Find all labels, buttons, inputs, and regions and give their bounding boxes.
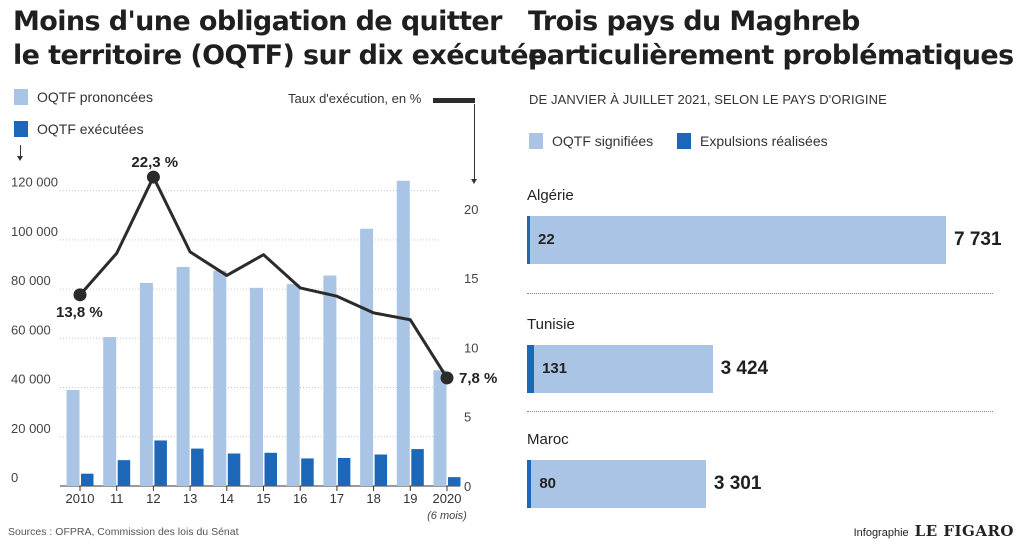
bar-pronounced: [396, 180, 410, 486]
legend-pronounced-swatch: [14, 89, 28, 105]
bar-notified: [527, 460, 706, 508]
legend-rate-label: Taux d'exécution, en %: [288, 91, 422, 106]
bar-executed: [301, 458, 314, 486]
credit-paper: LE FIGARO: [914, 522, 1014, 540]
x-tick-label: 2020: [433, 491, 462, 506]
credit: Infographie LE FIGARO: [854, 522, 1014, 540]
y-tick-label: 20 000: [11, 421, 51, 436]
x-tick-label: 12: [146, 491, 160, 506]
left-title-line1: Moins d'une obligation de quitter: [13, 6, 502, 37]
bar-executed: [374, 454, 388, 486]
x-tick-note: (6 mois): [427, 510, 467, 522]
bar-pronounced: [139, 282, 153, 486]
bar-pronounced: [103, 337, 117, 486]
country-label: Maroc: [527, 431, 569, 448]
y-tick-label: 120 000: [11, 175, 58, 190]
legend-expelled: Expulsions réalisées: [677, 133, 828, 149]
bar-executed: [81, 473, 94, 486]
notified-value: 3 301: [713, 473, 762, 494]
separator-1: [527, 293, 993, 294]
bar-notified: [527, 216, 946, 264]
source-note: Sources : OFPRA, Commission des lois du …: [8, 526, 239, 538]
bar-executed: [411, 449, 424, 486]
x-tick-label: 13: [183, 491, 197, 506]
bar-pronounced: [286, 284, 300, 486]
bar-pronounced: [66, 390, 80, 486]
bar-executed: [448, 477, 461, 486]
country-label: Algérie: [527, 187, 574, 204]
legend-rate-swatch: [433, 98, 475, 103]
bar-pronounced: [433, 370, 447, 486]
notified-value: 7 731: [954, 229, 1002, 250]
x-tick-label: 16: [293, 491, 307, 506]
rate-label: 22,3 %: [131, 154, 178, 171]
y-tick-label: 0: [11, 470, 18, 485]
x-tick-label: 2010: [66, 491, 95, 506]
bar-pronounced: [213, 270, 227, 486]
bar-executed: [337, 457, 351, 486]
y2-tick-label: 0: [464, 479, 471, 494]
legend-executed: OQTF exécutées: [14, 121, 144, 137]
bar-pronounced: [176, 266, 190, 486]
y-tick-label: 80 000: [11, 273, 51, 288]
y-tick-label: 100 000: [11, 224, 58, 239]
y2-tick-label: 5: [464, 410, 471, 425]
legend-pronounced: OQTF prononcées: [14, 89, 153, 105]
legend-executed-swatch: [14, 121, 28, 137]
bar-notified: [527, 345, 713, 393]
y2-tick-label: 15: [464, 271, 478, 286]
right-title-line2: particulièrement problématiques: [528, 40, 1014, 71]
rate-line: [78, 175, 449, 379]
x-tick-label: 18: [366, 491, 380, 506]
bar-executed: [117, 460, 131, 486]
bar-expelled: [527, 345, 535, 393]
rate-marker: [440, 371, 454, 385]
left-title-line2: le territoire (OQTF) sur dix exécutée: [13, 40, 546, 71]
x-tick-label: 15: [256, 491, 270, 506]
x-tick-label: 11: [110, 491, 124, 506]
legend-notified-label: OQTF signifiées: [552, 133, 654, 149]
bar-executed: [264, 452, 277, 486]
bar-pronounced: [323, 275, 337, 486]
bar-expelled: [527, 460, 532, 508]
rate-marker: [146, 170, 160, 184]
execution-chart: 0 20 000 40 000 60 000 80 000 100 000 120 000 0…: [11, 154, 497, 522]
right-title-line1: Trois pays du Maghreb: [528, 6, 860, 37]
legend-notified-swatch: [529, 133, 543, 149]
bar-expelled: [527, 216, 530, 264]
left-axis-arrow: [17, 145, 23, 161]
y2-tick-label: 20: [464, 202, 478, 217]
credit-label: Infographie: [853, 527, 909, 539]
legend-expelled-label: Expulsions réalisées: [700, 133, 828, 149]
legend-executed-label: OQTF exécutées: [37, 121, 144, 137]
legend-pronounced-label: OQTF prononcées: [37, 89, 153, 105]
bar-executed: [227, 453, 241, 486]
y-tick-label: 40 000: [11, 372, 51, 387]
x-tick-label: 17: [330, 491, 344, 506]
rate-label: 7,8 %: [459, 370, 497, 387]
x-tick-label: 14: [220, 491, 234, 506]
bar-pronounced: [250, 287, 263, 486]
notified-value: 3 424: [720, 358, 769, 379]
bar-executed: [154, 440, 167, 486]
separator-2: [527, 411, 993, 412]
legend-expelled-swatch: [677, 133, 691, 149]
y2-tick-label: 10: [464, 340, 478, 355]
right-axis-arrow: [471, 104, 477, 184]
expelled-value: 80: [539, 475, 557, 492]
bar-pronounced: [360, 228, 374, 486]
rate-label: 13,8 %: [56, 304, 103, 321]
expelled-value: 131: [542, 360, 568, 377]
bar-executed: [191, 448, 204, 486]
y-tick-label: 60 000: [11, 322, 51, 337]
country-label: Tunisie: [527, 316, 575, 333]
x-tick-label: 19: [403, 491, 417, 506]
right-subtitle: DE JANVIER À JUILLET 2021, SELON LE PAYS…: [529, 92, 887, 107]
legend-notified: OQTF signifiées: [529, 133, 653, 149]
expelled-value: 22: [538, 231, 555, 248]
rate-marker: [73, 288, 87, 302]
